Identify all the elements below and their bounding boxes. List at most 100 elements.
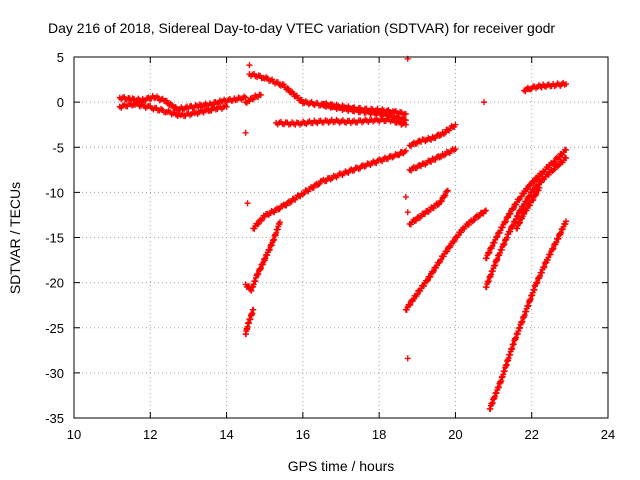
series-arc-n — [521, 79, 570, 95]
series-arc-c — [273, 115, 409, 128]
data-point — [250, 306, 257, 313]
data-point — [406, 302, 413, 309]
x-tick-label: 22 — [524, 427, 538, 442]
data-point — [510, 205, 517, 212]
data-point — [563, 146, 570, 153]
data-point — [531, 178, 538, 185]
y-tick-label: -20 — [45, 276, 64, 291]
y-tick-label: -10 — [45, 185, 64, 200]
y-tick-label: -5 — [52, 140, 64, 155]
data-point — [555, 163, 562, 170]
data-point — [287, 199, 294, 206]
x-tick-label: 20 — [448, 427, 462, 442]
data-point — [163, 97, 170, 104]
axis-ticks: 10 12 14 16 18 20 22 24 5 0 -5 -10 -15 -20 -25 -30 -35 — [45, 50, 615, 442]
data-point — [563, 155, 570, 162]
data-point — [527, 202, 534, 209]
data-point — [452, 121, 459, 128]
data-point — [414, 291, 421, 298]
data-point — [451, 238, 458, 245]
data-point — [538, 179, 545, 186]
data-point — [283, 202, 290, 209]
data-point — [556, 161, 563, 168]
data-point — [407, 301, 414, 308]
data-point — [481, 99, 488, 106]
data-point — [547, 251, 554, 258]
data-point — [423, 278, 430, 285]
data-point — [486, 249, 493, 256]
data-point — [404, 355, 411, 362]
data-point — [443, 188, 450, 195]
data-point — [288, 198, 295, 205]
data-point — [168, 101, 175, 108]
data-point — [402, 147, 409, 154]
series-arc-a-low — [116, 100, 230, 119]
x-tick-label: 16 — [296, 427, 310, 442]
series-arc-b2 — [318, 100, 409, 118]
data-point — [489, 243, 496, 250]
data-point — [285, 85, 292, 92]
data-point — [430, 268, 437, 275]
data-point — [475, 213, 482, 220]
data-point — [255, 220, 262, 227]
data-point — [530, 178, 537, 185]
data-point — [452, 146, 459, 153]
data-point — [242, 129, 249, 136]
y-tick-label: 0 — [57, 95, 64, 110]
data-point — [455, 232, 462, 239]
series-arc-j — [482, 146, 570, 262]
series-arc-f — [402, 207, 489, 313]
data-point — [470, 217, 477, 224]
series-outliers — [242, 55, 488, 362]
data-point — [523, 198, 530, 205]
series-arc-e — [242, 219, 283, 294]
y-tick-label: -35 — [45, 411, 64, 426]
data-point — [556, 154, 563, 161]
series-arc-a — [116, 92, 249, 114]
data-point — [483, 255, 490, 262]
data-point — [471, 216, 478, 223]
data-point — [167, 100, 174, 107]
series-arc-i — [406, 187, 451, 228]
data-point — [493, 234, 500, 241]
plot-frame — [73, 56, 609, 419]
y-tick-label: -15 — [45, 231, 64, 246]
data-point — [482, 207, 489, 214]
data-point — [440, 253, 447, 260]
data-point — [401, 148, 408, 155]
data-point — [424, 277, 431, 284]
data-point — [550, 167, 557, 174]
data-point — [251, 225, 258, 232]
data-point — [444, 248, 451, 255]
data-point — [505, 214, 512, 221]
data-point — [438, 197, 445, 204]
data-point — [563, 218, 570, 225]
series-arc-k — [482, 154, 570, 291]
data-point — [444, 187, 451, 194]
series-arc-e2 — [242, 306, 257, 338]
x-tick-label: 18 — [372, 427, 386, 442]
data-point — [244, 200, 251, 207]
data-point — [427, 273, 434, 280]
data-point — [499, 224, 506, 231]
data-point — [402, 110, 409, 117]
data-point — [550, 159, 557, 166]
x-tick-label: 12 — [143, 427, 157, 442]
data-point — [524, 186, 531, 193]
x-axis-label: GPS time / hours — [288, 458, 395, 474]
data-point — [430, 205, 437, 212]
data-point — [246, 62, 253, 69]
data-point — [491, 239, 498, 246]
data-point — [413, 217, 420, 224]
series-arc-m — [513, 184, 543, 232]
series-arc-c-stub — [242, 91, 264, 106]
data-point — [507, 228, 514, 235]
series-arc-d — [250, 147, 409, 232]
grid-lines — [74, 57, 608, 418]
data-point — [402, 193, 409, 200]
data-point — [403, 306, 410, 313]
x-tick-label: 24 — [601, 427, 615, 442]
data-point — [527, 192, 534, 199]
data-points — [116, 55, 570, 412]
